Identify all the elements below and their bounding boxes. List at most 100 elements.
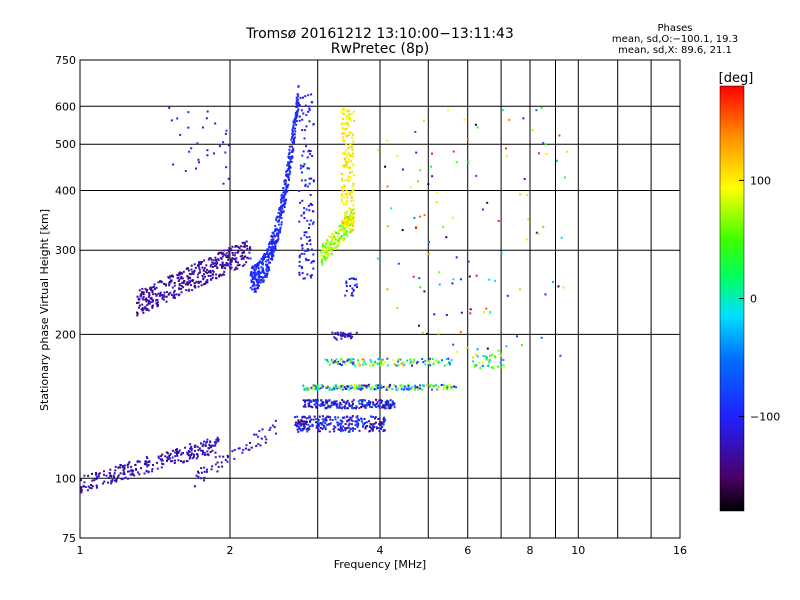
data-point [392,359,395,362]
data-point [484,355,487,358]
data-point [344,214,347,217]
data-point [151,291,154,293]
data-point [142,298,145,301]
data-point [332,387,335,390]
data-point [343,185,346,188]
data-point [280,214,283,217]
data-point [221,261,224,264]
data-point [292,123,295,126]
data-point [312,253,315,256]
data-point [266,263,269,266]
data-point [226,460,229,463]
data-point [302,212,305,215]
data-point [200,262,203,265]
data-point [350,146,353,148]
data-point [180,287,183,290]
data-point [182,282,185,285]
data-point [324,428,327,431]
data-point [345,212,348,215]
data-point [377,358,380,360]
data-point [191,271,194,274]
data-point [237,249,240,252]
data-point [258,430,261,433]
data-point [296,422,299,425]
data-point [326,239,329,242]
data-point [372,403,375,406]
data-point [220,251,223,254]
data-point [345,143,348,146]
data-point [378,421,381,424]
data-point [345,282,348,285]
data-point [197,449,200,451]
data-point [157,292,160,295]
data-point [485,357,488,360]
data-point [239,255,242,258]
data-point [372,364,375,367]
data-point [169,457,171,460]
data-point [359,364,362,367]
data-point [365,404,368,407]
data-point [519,193,522,196]
data-point [320,403,323,405]
data-point [146,288,149,291]
data-point [345,218,348,221]
data-point [95,471,97,474]
data-point [224,267,227,270]
data-point [308,223,311,226]
data-point [341,222,344,225]
data-point [343,400,346,403]
data-point [386,401,389,404]
data-point [263,276,266,278]
data-point [215,441,218,444]
data-point [143,463,146,466]
data-point [91,479,94,482]
data-point [202,451,204,454]
data-point [298,190,301,192]
data-point [227,456,229,459]
data-point [203,267,206,270]
data-point [156,461,158,464]
data-point [491,353,494,356]
data-point [111,479,114,482]
data-point [347,334,350,337]
data-point [177,276,180,279]
data-point [227,264,229,267]
data-point [128,470,131,473]
data-point [144,307,147,310]
data-point [147,302,150,305]
grid [79,59,681,539]
data-point [229,260,232,263]
data-point [183,460,186,463]
data-point [445,236,448,239]
data-point [363,384,366,387]
data-point [451,216,454,219]
data-point [221,267,224,269]
data-point [140,291,143,294]
data-point [350,211,353,214]
data-point [295,123,298,126]
data-point [339,236,342,239]
data-point [206,281,209,284]
data-point [407,385,410,388]
data-point [352,183,355,186]
data-point [306,156,309,159]
data-point [126,477,129,480]
data-point [214,456,217,459]
data-point [192,455,195,458]
data-point [351,292,354,294]
data-point [347,124,350,127]
data-point [155,302,158,305]
data-point [202,269,205,272]
data-point [202,126,204,129]
data-point [215,276,218,279]
data-point [226,454,229,457]
data-point [268,256,270,259]
colorbar-tick-label: 100 [750,174,771,187]
data-point [173,451,176,454]
data-point [196,276,199,279]
data-point [188,457,191,460]
data-point [205,117,208,120]
data-point [346,196,348,199]
data-point [232,253,235,256]
data-point [214,444,217,447]
